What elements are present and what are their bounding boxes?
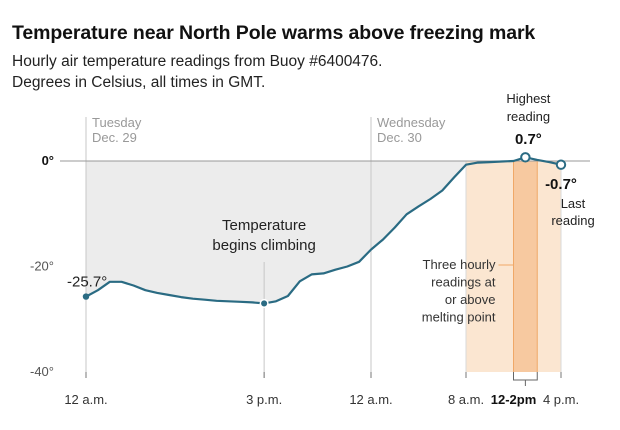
x-tick-label-4: 8 a.m. — [448, 392, 484, 407]
highest-reading-point — [520, 152, 531, 163]
below-freezing-area — [86, 161, 561, 304]
x-tick-label-3: 12 a.m. — [349, 392, 392, 407]
last-label-line-2: reading — [551, 213, 594, 228]
chart-title: Temperature near North Pole warms above … — [12, 22, 536, 44]
above-freezing-band — [513, 161, 538, 372]
x-tick-label-2: 3 p.m. — [246, 392, 282, 407]
last-label-line-1: Last — [561, 196, 586, 211]
start-point — [82, 293, 90, 300]
chart-subtitle-line-1: Hourly air temperature readings from Buo… — [12, 53, 383, 70]
climb-point — [259, 298, 269, 308]
highest-label-line-2: reading — [507, 109, 550, 124]
last-value-label: -0.7° — [545, 176, 577, 193]
melting-label-line-4: melting point — [422, 310, 496, 325]
climb-label-line-1: Temperature — [222, 217, 306, 234]
y-tick-label-1: 0° — [42, 153, 54, 168]
melting-label-line-1: Three hourly — [423, 257, 496, 272]
day-label-2: Wednesday — [377, 115, 446, 130]
highlight-bracket — [513, 372, 538, 381]
date-label-1: Dec. 29 — [92, 130, 137, 145]
melting-label-line-3: or above — [445, 292, 496, 307]
x-tick-label-5: 12-2pm — [491, 392, 537, 407]
date-label-2: Dec. 30 — [377, 130, 422, 145]
climb-label-line-2: begins climbing — [212, 237, 315, 254]
y-tick-label-2: -20° — [30, 259, 54, 274]
highest-label-line-1: Highest — [506, 91, 550, 106]
x-tick-label-1: 12 a.m. — [64, 392, 107, 407]
chart-subtitle-line-2: Degrees in Celsius, all times in GMT. — [12, 74, 266, 91]
highest-value-label: 0.7° — [515, 131, 542, 148]
y-tick-label-3: -40° — [30, 364, 54, 379]
temperature-line — [84, 156, 563, 305]
start-value-label: -25.7° — [67, 274, 107, 291]
day-label-1: Tuesday — [92, 115, 142, 130]
melting-label-line-2: readings at — [431, 275, 496, 290]
x-tick-label-6: 4 p.m. — [543, 392, 579, 407]
last-reading-point — [555, 159, 567, 170]
